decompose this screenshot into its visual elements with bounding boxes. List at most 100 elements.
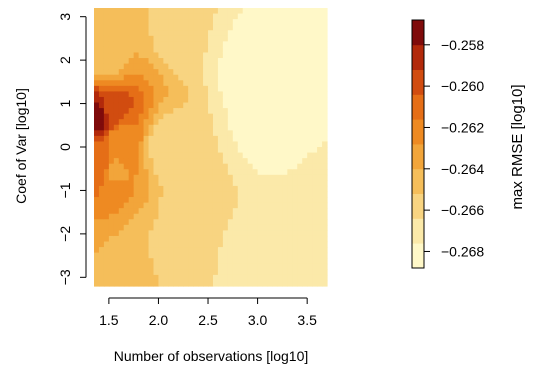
heatmap-cell	[178, 124, 184, 131]
heatmap-cell	[222, 96, 229, 104]
heatmap-cell	[242, 208, 249, 215]
heatmap-cell	[143, 152, 150, 159]
heatmap-cell	[128, 185, 135, 193]
heatmap-cell	[272, 35, 279, 42]
heatmap-cell	[212, 274, 219, 282]
heatmap-cell	[262, 13, 269, 20]
heatmap-cell	[158, 247, 165, 254]
heatmap-cell	[193, 24, 199, 31]
heatmap-cell	[282, 258, 288, 265]
heatmap-cell	[178, 119, 184, 126]
heatmap-cell	[322, 108, 328, 115]
heatmap-cell	[113, 80, 120, 87]
heatmap-cell	[163, 58, 169, 65]
heatmap-cell	[123, 130, 130, 137]
heatmap-cell	[312, 247, 318, 254]
heatmap-cell	[222, 141, 229, 148]
heatmap-cell	[128, 258, 135, 265]
heatmap-cell	[302, 74, 308, 81]
heatmap-cell	[153, 119, 160, 126]
heatmap-cell	[237, 247, 244, 254]
heatmap-cell	[153, 8, 160, 15]
heatmap-cell	[257, 263, 264, 270]
heatmap-cell	[128, 152, 135, 159]
heatmap-cell	[307, 152, 313, 159]
heatmap-cell	[317, 185, 323, 193]
heatmap-cell	[272, 180, 279, 187]
heatmap-cell	[113, 213, 120, 220]
heatmap-cell	[143, 258, 150, 265]
colorbar-segment	[412, 94, 424, 120]
heatmap-cell	[292, 247, 298, 254]
heatmap-cell	[183, 124, 189, 131]
heatmap-cell	[232, 247, 239, 254]
heatmap-cell	[108, 119, 115, 126]
heatmap-cell	[212, 8, 219, 15]
heatmap-cell	[232, 113, 239, 120]
heatmap-cell	[103, 102, 110, 109]
heatmap-cell	[173, 213, 179, 220]
heatmap-cell	[208, 8, 214, 15]
heatmap-cell	[222, 13, 229, 20]
heatmap-cell	[247, 91, 254, 98]
heatmap-cell	[113, 235, 120, 243]
heatmap-cell	[138, 52, 145, 59]
heatmap-cell	[247, 247, 254, 254]
heatmap-cell	[232, 224, 239, 231]
heatmap-cell	[257, 135, 264, 143]
heatmap-cell	[217, 197, 224, 204]
heatmap-cell	[158, 13, 165, 20]
heatmap-cell	[247, 235, 254, 243]
heatmap-cell	[153, 213, 160, 220]
heatmap-cell	[277, 163, 283, 170]
heatmap-cell	[297, 8, 303, 15]
heatmap-cell	[317, 96, 323, 104]
heatmap-cell	[242, 74, 249, 81]
heatmap-cell	[272, 108, 279, 115]
heatmap-cell	[113, 208, 120, 215]
heatmap-cell	[242, 280, 249, 287]
heatmap-cell	[94, 58, 100, 65]
heatmap-cell	[322, 119, 328, 126]
heatmap-cell	[173, 152, 179, 159]
heatmap-cell	[277, 91, 283, 98]
heatmap-cell	[148, 91, 155, 98]
heatmap-cell	[98, 202, 105, 209]
heatmap-cell	[183, 191, 189, 198]
heatmap-cell	[277, 263, 283, 270]
heatmap-cell	[118, 8, 125, 15]
heatmap-cell	[312, 241, 318, 248]
heatmap-cell	[123, 274, 130, 282]
heatmap-cell	[193, 213, 199, 220]
heatmap-cell	[317, 163, 323, 170]
heatmap-cell	[217, 258, 224, 265]
heatmap-cell	[108, 141, 115, 148]
heatmap-cell	[302, 13, 308, 20]
heatmap-cell	[183, 113, 189, 120]
heatmap-cell	[113, 202, 120, 209]
heatmap-cell	[123, 102, 130, 109]
heatmap-cell	[297, 208, 303, 215]
heatmap-cell	[148, 180, 155, 187]
heatmap-cell	[103, 197, 110, 204]
heatmap-cell	[292, 219, 298, 226]
heatmap-cell	[98, 263, 105, 270]
heatmap-cell	[272, 158, 279, 165]
heatmap-cell	[252, 219, 259, 226]
heatmap-cell	[297, 96, 303, 104]
heatmap-cell	[312, 85, 318, 92]
heatmap-cell	[103, 46, 110, 54]
heatmap-cell	[148, 263, 155, 270]
heatmap-cell	[98, 241, 105, 248]
heatmap-cell	[133, 263, 140, 270]
heatmap-cell	[178, 108, 184, 115]
heatmap-cell	[188, 41, 194, 48]
heatmap-cell	[113, 119, 120, 126]
heatmap-cell	[282, 174, 288, 181]
heatmap-cell	[153, 35, 160, 42]
heatmap-cell	[287, 158, 293, 165]
heatmap-cell	[267, 113, 274, 120]
heatmap-cell	[297, 274, 303, 282]
heatmap-cell	[272, 174, 279, 181]
heatmap-cell	[94, 219, 100, 226]
